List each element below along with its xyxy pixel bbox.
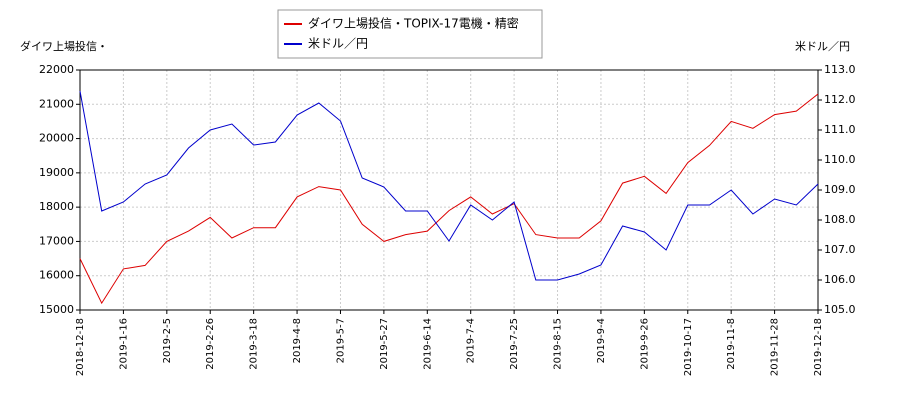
y-tick-label: 21000 [39, 97, 74, 110]
y-tick-label: 20000 [39, 132, 74, 145]
x-tick-label: 2019-9-4 [596, 318, 607, 363]
x-tick-label: 2019-3-18 [249, 318, 260, 370]
y-tick-label: 22000 [39, 63, 74, 76]
x-tick-label: 2019-7-4 [466, 318, 477, 363]
x-tick-label: 2019-8-15 [553, 318, 564, 370]
y-tick-label: 17000 [39, 234, 74, 247]
legend-label: 米ドル／円 [308, 37, 368, 51]
x-tick-label: 2019-5-7 [335, 318, 346, 363]
y-tick-label: 15000 [39, 303, 74, 316]
series-line [79, 90, 819, 281]
y-tick-label: 18000 [39, 200, 74, 213]
y2-tick-label: 110.0 [824, 153, 856, 166]
x-tick-label: 2019-11-8 [726, 318, 737, 370]
y2-axis-label: 米ドル／円 [795, 40, 850, 53]
y-tick-label: 19000 [39, 166, 74, 179]
x-tick-label: 2019-2-5 [162, 318, 173, 363]
y2-tick-label: 108.0 [824, 213, 856, 226]
series-line [79, 93, 819, 305]
y2-tick-label: 112.0 [824, 93, 856, 106]
x-tick-label: 2019-7-25 [509, 318, 520, 370]
legend-label: ダイワ上場投信・TOPIX-17電機・精密 [308, 16, 519, 31]
y2-tick-label: 106.0 [824, 273, 856, 286]
y2-tick-label: 111.0 [824, 123, 856, 136]
y2-tick-label: 105.0 [824, 303, 856, 316]
x-tick-label: 2019-5-27 [379, 318, 390, 370]
legend-box [277, 9, 543, 59]
y-axis-label: ダイワ上場投信・ [20, 39, 108, 53]
y2-tick-label: 107.0 [824, 243, 856, 256]
x-tick-label: 2019-4-8 [292, 318, 303, 363]
x-tick-label: 2019-11-28 [770, 318, 781, 376]
x-tick-label: 2019-12-18 [813, 318, 824, 376]
y-tick-label: 16000 [39, 269, 74, 282]
x-tick-label: 2019-9-26 [639, 318, 650, 370]
y2-tick-label: 109.0 [824, 183, 856, 196]
x-tick-label: 2019-2-26 [205, 318, 216, 370]
x-tick-label: 2018-12-18 [75, 318, 86, 376]
x-tick-label: 2019-10-17 [683, 318, 694, 376]
y2-tick-label: 113.0 [824, 63, 856, 76]
plot-frame [79, 69, 819, 311]
x-tick-label: 2019-6-14 [422, 318, 433, 370]
x-tick-label: 2019-1-16 [118, 318, 129, 370]
